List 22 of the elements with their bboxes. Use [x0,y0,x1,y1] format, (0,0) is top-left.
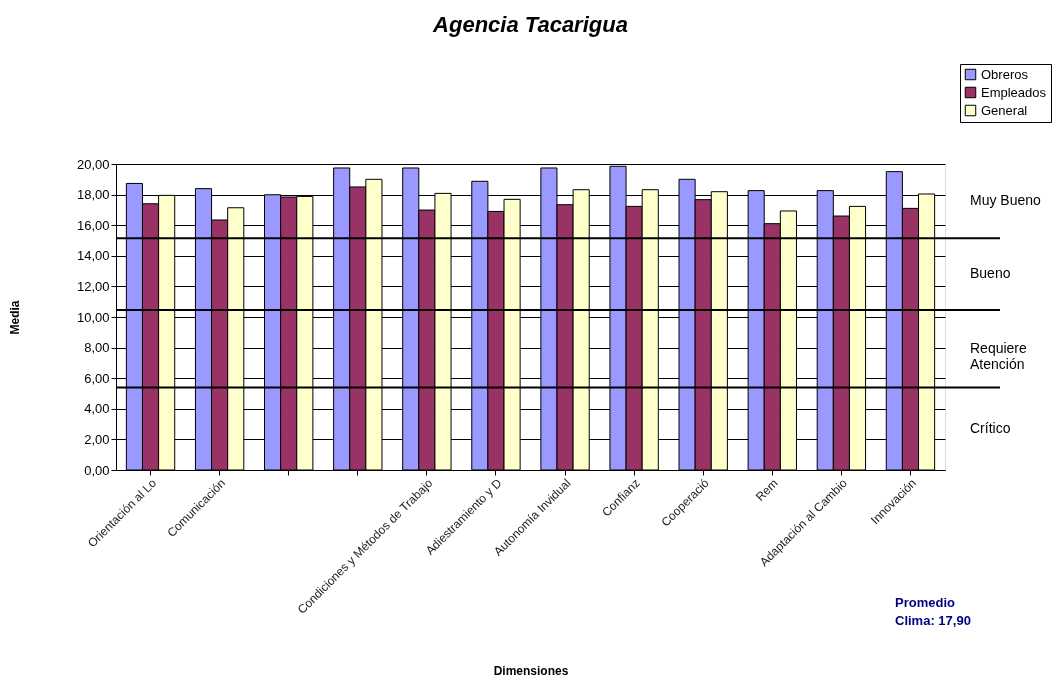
y-tick-label: 12,00 [76,278,110,294]
legend-label: Empleados [981,84,1047,100]
y-tick-label: 20,00 [76,156,110,172]
text: Requiere Atención [970,339,1028,372]
text: Promedio Clima: 17,90 [895,595,971,628]
x-axis-title: Dimensiones [493,663,569,678]
text: Bueno [970,265,1011,282]
y-tick-label: 16,00 [76,217,110,233]
text: Muy Bueno [970,192,1042,209]
legend-label: Obreros [981,66,1029,82]
y-tick-label: 0,00 [84,462,110,478]
y-tick-label: 8,00 [84,340,110,356]
y-axis-title: Media [7,300,22,335]
legend-label: General [981,102,1028,118]
y-tick-label: 6,00 [84,370,110,386]
text: Crítico [970,419,1011,436]
y-tick-label: 4,00 [84,401,110,417]
y-tick-label: 2,00 [84,431,110,447]
y-tick-label: 18,00 [76,187,110,203]
y-tick-label: 10,00 [76,309,110,325]
y-tick-label: 14,00 [76,248,110,264]
chart-title: Agencia Tacarigua [432,12,628,37]
